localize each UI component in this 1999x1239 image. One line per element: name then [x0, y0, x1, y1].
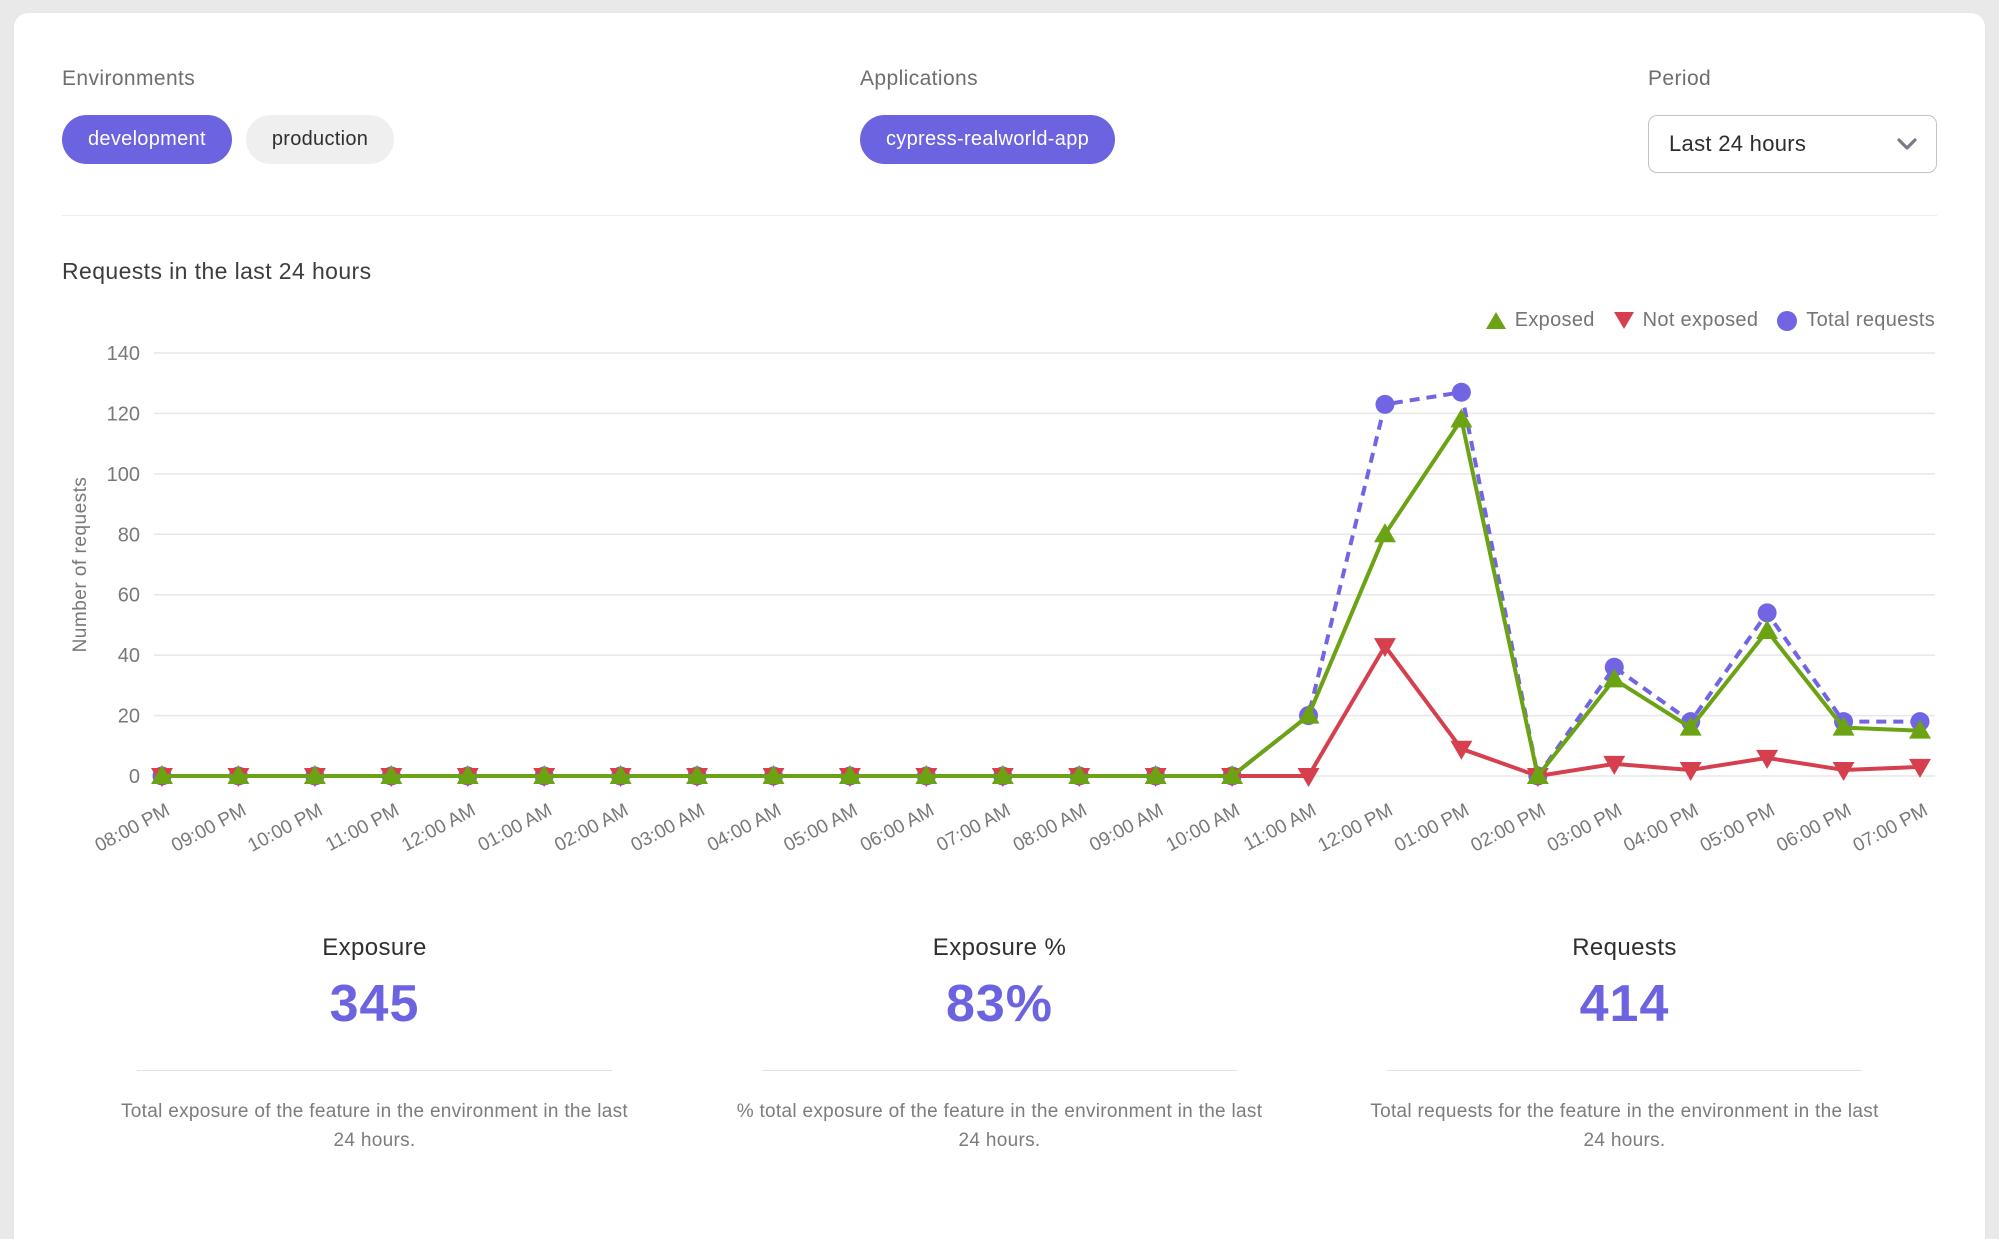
filter-bar: Environments development production Appl… [62, 67, 1937, 173]
svg-text:02:00 AM: 02:00 AM [551, 800, 632, 856]
stat-value-exposure: 345 [329, 975, 420, 1033]
svg-text:20: 20 [118, 706, 140, 728]
svg-text:03:00 PM: 03:00 PM [1544, 800, 1626, 857]
svg-text:80: 80 [118, 524, 140, 546]
svg-text:01:00 PM: 01:00 PM [1391, 800, 1473, 857]
requests-chart-svg: 0 20 40 60 80 100 120 140 Number of requests 08:0… [70, 343, 1935, 857]
period-filter: Period Last 24 hours [1648, 67, 1937, 173]
svg-text:03:00 AM: 03:00 AM [628, 800, 709, 856]
legend-item-total-requests: Total requests [1776, 309, 1935, 332]
svg-text:01:00 AM: 01:00 AM [475, 800, 556, 856]
stat-divider [137, 1070, 612, 1071]
svg-text:05:00 PM: 05:00 PM [1697, 800, 1779, 857]
period-select[interactable]: Last 24 hours [1648, 115, 1937, 173]
svg-text:09:00 AM: 09:00 AM [1086, 800, 1167, 856]
stat-title-exposure-percent: Exposure % [932, 934, 1067, 961]
svg-text:12:00 AM: 12:00 AM [398, 800, 479, 856]
environment-chip-development[interactable]: development [62, 115, 232, 164]
applications-filter: Applications cypress-realworld-app [860, 67, 1648, 164]
environments-filter: Environments development production [62, 67, 860, 164]
svg-text:10:00 PM: 10:00 PM [245, 800, 327, 857]
svg-text:05:00 AM: 05:00 AM [781, 800, 862, 856]
svg-text:11:00 PM: 11:00 PM [322, 800, 402, 856]
stat-card-requests: Requests 414 Total requests for the feat… [1312, 934, 1937, 1156]
applications-chip-row: cypress-realworld-app [860, 115, 1648, 164]
stat-description-requests: Total requests for the feature in the en… [1370, 1101, 1879, 1152]
svg-text:06:00 AM: 06:00 AM [857, 800, 938, 856]
legend-label-not-exposed: Not exposed [1642, 309, 1759, 331]
environments-chip-row: development production [62, 115, 860, 164]
stat-description-exposure: Total exposure of the feature in the env… [120, 1101, 629, 1152]
stat-title-exposure: Exposure [322, 934, 427, 961]
svg-text:11:00 AM: 11:00 AM [1240, 800, 1320, 856]
stat-divider [762, 1070, 1237, 1071]
svg-text:10:00 AM: 10:00 AM [1163, 800, 1244, 856]
requests-chart: Exposed Not exposed Total requests 0 20 40… [62, 293, 1937, 868]
applications-label: Applications [860, 67, 979, 90]
total-requests-circle-icon [1776, 310, 1798, 332]
chart-title: Requests in the last 24 hours [62, 258, 372, 284]
svg-text:06:00 PM: 06:00 PM [1773, 800, 1855, 857]
filters-divider [62, 215, 1937, 216]
svg-text:120: 120 [107, 403, 140, 425]
stat-card-exposure-percent: Exposure % 83% % total exposure of the f… [687, 934, 1312, 1156]
svg-text:60: 60 [118, 585, 140, 607]
stat-value-exposure-percent: 83% [945, 975, 1054, 1033]
period-select-value: Last 24 hours [1669, 131, 1807, 156]
stat-value-requests: 414 [1579, 975, 1670, 1033]
metrics-panel: Environments development production Appl… [14, 13, 1985, 1239]
legend-item-exposed: Exposed [1485, 309, 1595, 332]
stat-divider [1387, 1070, 1862, 1071]
stats-row: Exposure 345 Total exposure of the featu… [62, 934, 1937, 1156]
svg-text:04:00 AM: 04:00 AM [704, 800, 785, 856]
svg-text:0: 0 [129, 766, 140, 788]
svg-text:140: 140 [107, 343, 140, 365]
svg-text:100: 100 [107, 464, 140, 486]
period-label: Period [1648, 67, 1712, 90]
svg-text:04:00 PM: 04:00 PM [1620, 800, 1702, 857]
exposed-triangle-icon [1485, 311, 1507, 330]
svg-text:40: 40 [118, 645, 140, 667]
svg-text:08:00 AM: 08:00 AM [1010, 800, 1091, 856]
stat-card-exposure: Exposure 345 Total exposure of the featu… [62, 934, 687, 1156]
svg-text:07:00 PM: 07:00 PM [1850, 800, 1932, 857]
svg-text:Number of requests: Number of requests [70, 477, 91, 653]
svg-text:12:00 PM: 12:00 PM [1315, 800, 1397, 857]
legend-item-not-exposed: Not exposed [1613, 309, 1759, 332]
not-exposed-triangle-icon [1613, 311, 1635, 330]
svg-text:08:00 PM: 08:00 PM [92, 800, 174, 857]
chart-legend: Exposed Not exposed Total requests [1485, 309, 1935, 332]
legend-label-total-requests: Total requests [1806, 309, 1935, 331]
svg-text:07:00 AM: 07:00 AM [933, 800, 1014, 856]
chevron-down-icon [1896, 137, 1918, 151]
environment-chip-production[interactable]: production [245, 115, 395, 164]
environments-label: Environments [62, 67, 196, 90]
svg-text:09:00 PM: 09:00 PM [168, 800, 250, 857]
stat-title-requests: Requests [1572, 934, 1677, 961]
legend-label-exposed: Exposed [1514, 309, 1595, 331]
svg-text:02:00 PM: 02:00 PM [1468, 800, 1550, 857]
application-chip-cypress-realworld-app[interactable]: cypress-realworld-app [860, 115, 1116, 164]
stat-description-exposure-percent: % total exposure of the feature in the e… [736, 1101, 1263, 1152]
